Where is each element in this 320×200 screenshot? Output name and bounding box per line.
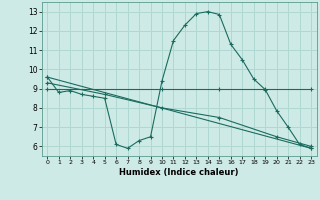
X-axis label: Humidex (Indice chaleur): Humidex (Indice chaleur) (119, 168, 239, 177)
